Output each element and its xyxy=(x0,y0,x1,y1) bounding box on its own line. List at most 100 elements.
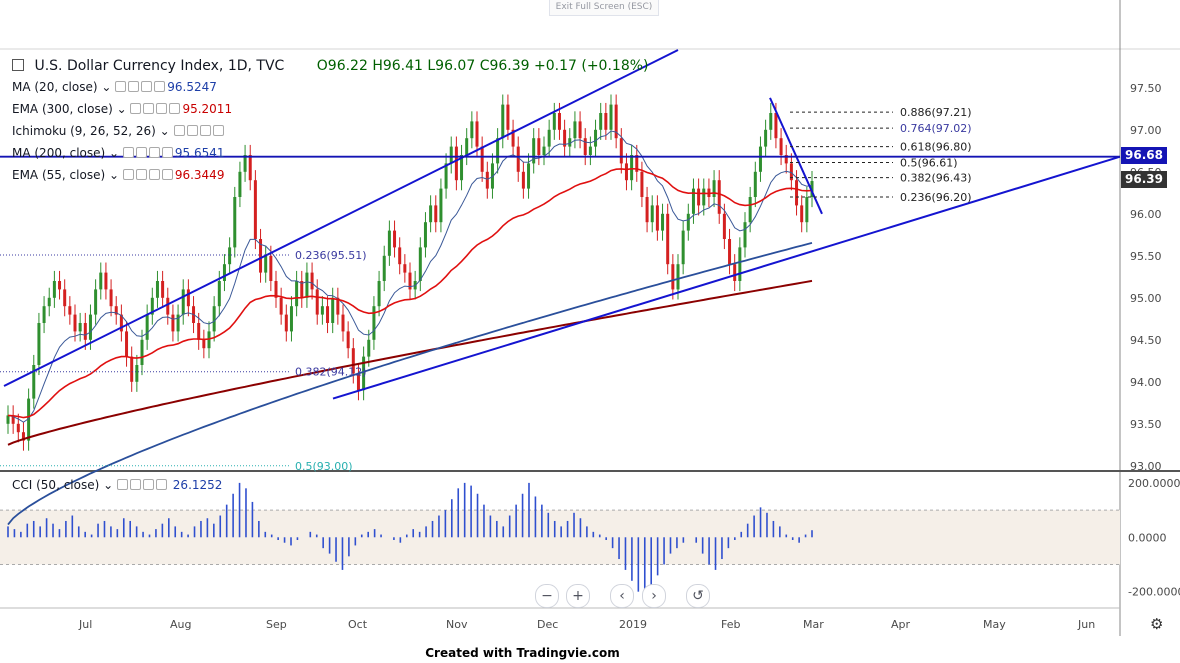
y-tick-label: 95.50 xyxy=(1130,250,1162,263)
candle-body xyxy=(650,205,654,223)
reset-chart-button[interactable]: ↺ xyxy=(686,584,710,608)
eye-icon[interactable] xyxy=(115,81,127,92)
candle-body xyxy=(150,297,154,315)
candle-body xyxy=(387,230,391,256)
candle-body xyxy=(42,306,46,323)
close-icon[interactable] xyxy=(212,125,224,136)
candle-body xyxy=(429,205,433,223)
candle-body xyxy=(738,247,742,281)
candle-body xyxy=(527,163,531,189)
indicator-legend: EMA (300, close) ⌄ 95.2011 xyxy=(12,102,233,116)
candle-body xyxy=(289,306,293,332)
candle-body xyxy=(506,104,510,130)
close-icon[interactable] xyxy=(154,81,166,92)
settings-icon[interactable] xyxy=(128,81,140,92)
scroll-right-button[interactable]: › xyxy=(642,584,666,608)
source-icon[interactable] xyxy=(142,479,154,490)
candle-body xyxy=(717,180,721,214)
x-tick-label: May xyxy=(983,618,1006,631)
candle-body xyxy=(155,281,159,298)
candle-body xyxy=(470,121,474,139)
old-fib-label: 0.236(95.51) xyxy=(295,249,367,262)
candle-body xyxy=(594,129,598,147)
indicator-name: EMA (55, close) xyxy=(12,168,106,182)
header-area xyxy=(0,18,1180,50)
y-tick-label: 97.00 xyxy=(1130,124,1162,137)
candle-body xyxy=(382,255,386,281)
eye-icon[interactable] xyxy=(116,479,128,490)
settings-icon[interactable] xyxy=(129,479,141,490)
candle-body xyxy=(604,113,608,130)
candle-body xyxy=(222,264,226,281)
fib-level-label: 0.382(96.43) xyxy=(900,172,972,185)
collapse-icon[interactable] xyxy=(12,59,24,71)
candle-body xyxy=(645,197,649,223)
candle-body xyxy=(418,247,422,281)
candle-body xyxy=(619,138,623,164)
symbol-title: U.S. Dollar Currency Index, 1D, TVC xyxy=(34,58,285,74)
indicator-legend: Ichimoku (9, 26, 52, 26) ⌄ xyxy=(12,124,226,138)
eye-icon[interactable] xyxy=(130,103,142,114)
fib-level-label: 0.236(96.20) xyxy=(900,191,972,204)
zoom-out-button[interactable]: − xyxy=(535,584,559,608)
source-icon[interactable] xyxy=(148,169,160,180)
candle-body xyxy=(568,138,572,147)
close-icon[interactable] xyxy=(161,147,173,158)
cci-tick-label: 200.0000 xyxy=(1128,477,1180,490)
ma20-line xyxy=(7,130,813,423)
settings-icon[interactable] xyxy=(186,125,198,136)
footer: Created with Tradingvie.com xyxy=(0,636,1180,663)
candle-body xyxy=(393,230,397,248)
candle-body xyxy=(423,222,427,248)
candle-body xyxy=(671,264,675,290)
cci-tick-label: 0.0000 xyxy=(1128,531,1167,544)
candle-body xyxy=(83,323,87,340)
settings-icon[interactable] xyxy=(135,169,147,180)
eye-icon[interactable] xyxy=(173,125,185,136)
exit-full-screen-button[interactable]: Exit Full Screen (ESC) xyxy=(549,0,659,16)
candle-body xyxy=(490,163,494,189)
zoom-in-button[interactable]: + xyxy=(566,584,590,608)
candle-body xyxy=(702,188,706,206)
indicator-name: Ichimoku (9, 26, 52, 26) xyxy=(12,124,156,138)
source-icon[interactable] xyxy=(199,125,211,136)
source-icon[interactable] xyxy=(141,81,153,92)
close-icon[interactable] xyxy=(169,103,181,114)
candle-body xyxy=(32,365,36,399)
x-tick-label: Dec xyxy=(537,618,558,631)
eye-icon[interactable] xyxy=(122,147,134,158)
candle-body xyxy=(238,171,242,197)
fib-level-label: 0.618(96.80) xyxy=(900,141,972,154)
x-tick-label: Oct xyxy=(348,618,368,631)
settings-gear-icon[interactable]: ⚙ xyxy=(1150,615,1164,633)
x-tick-label: Aug xyxy=(170,618,191,631)
candle-body xyxy=(578,121,582,139)
candle-body xyxy=(217,281,221,307)
settings-icon[interactable] xyxy=(143,103,155,114)
x-tick-label: Jun xyxy=(1077,618,1095,631)
candle-body xyxy=(454,146,458,181)
eye-icon[interactable] xyxy=(122,169,134,180)
candle-body xyxy=(269,255,273,281)
candle-body xyxy=(764,129,768,147)
candle-body xyxy=(563,129,567,147)
candle-body xyxy=(68,306,72,315)
close-icon[interactable] xyxy=(155,479,167,490)
candle-body xyxy=(753,171,757,197)
candle-body xyxy=(661,213,665,231)
candle-body xyxy=(176,314,180,332)
candle-body xyxy=(398,247,402,265)
candle-body xyxy=(521,171,525,189)
close-icon[interactable] xyxy=(161,169,173,180)
symbol-legend: U.S. Dollar Currency Index, 1D, TVC O96.… xyxy=(12,58,649,74)
footer-text: Created with Tradingvie.com xyxy=(425,646,620,660)
candle-body xyxy=(403,264,407,273)
indicator-value: 95.2011 xyxy=(182,102,233,116)
source-icon[interactable] xyxy=(148,147,160,158)
source-icon[interactable] xyxy=(156,103,168,114)
level-price-label: 96.68 xyxy=(1121,147,1167,164)
candle-body xyxy=(655,205,659,231)
scroll-left-button[interactable]: ‹ xyxy=(610,584,634,608)
settings-icon[interactable] xyxy=(135,147,147,158)
